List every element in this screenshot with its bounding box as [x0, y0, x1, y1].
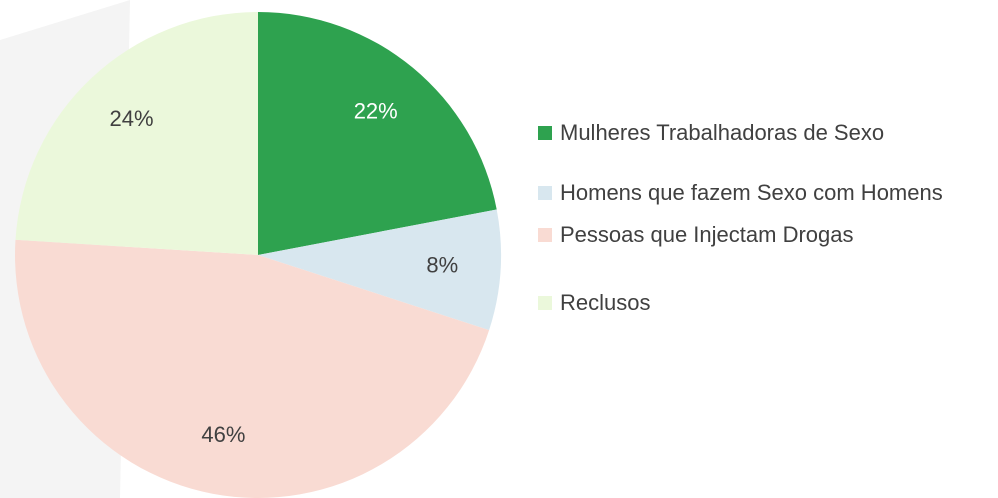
pie-slice: [15, 239, 490, 498]
data-label: 46%: [201, 422, 245, 447]
legend-item: Mulheres Trabalhadoras de Sexo: [538, 118, 988, 148]
legend-item: Reclusos: [538, 288, 988, 318]
pie-slice: [15, 12, 258, 255]
legend-swatch: [538, 186, 552, 200]
data-label: 22%: [354, 99, 398, 124]
legend-label: Reclusos: [560, 290, 651, 315]
legend-item: Homens que fazem Sexo com Homens: [538, 178, 988, 208]
legend-swatch: [538, 296, 552, 310]
legend-label: Homens que fazem Sexo com Homens: [560, 180, 943, 205]
legend-label: Pessoas que Injectam Drogas: [560, 222, 854, 247]
legend-swatch: [538, 228, 552, 242]
pie-slice: [258, 12, 497, 255]
data-label: 8%: [426, 252, 458, 277]
legend-item: Pessoas que Injectam Drogas: [538, 220, 988, 250]
data-label: 24%: [110, 106, 154, 131]
pie-slice: [258, 209, 501, 331]
legend: Mulheres Trabalhadoras de Sexo Homens que…: [538, 118, 988, 318]
legend-label: Mulheres Trabalhadoras de Sexo: [560, 120, 885, 145]
legend-swatch: [538, 126, 552, 140]
